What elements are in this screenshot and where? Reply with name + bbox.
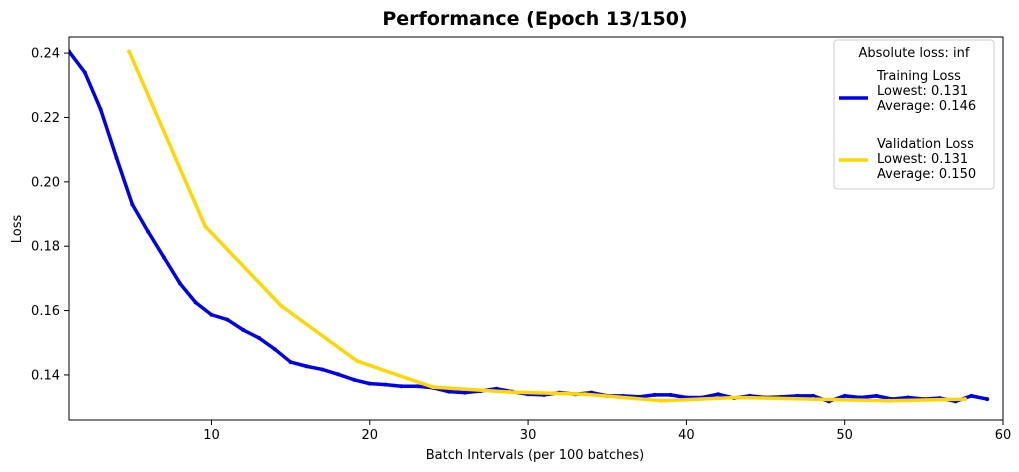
training-loss-point	[415, 384, 420, 389]
training-loss-point	[114, 155, 119, 160]
training-loss-point	[874, 393, 879, 398]
validation-loss-point	[659, 398, 664, 403]
validation-loss-point	[431, 385, 436, 390]
x-tick-label: 50	[836, 428, 853, 443]
training-loss-point	[304, 364, 309, 369]
x-tick-label: 60	[995, 428, 1012, 443]
training-loss-point	[969, 393, 974, 398]
legend-training-lowest: Lowest: 0.131	[877, 84, 968, 99]
validation-loss-point	[203, 224, 208, 229]
training-loss-point	[146, 229, 151, 234]
validation-loss-point	[887, 398, 892, 403]
training-loss-point	[716, 392, 721, 397]
legend-training-label: Training Loss	[876, 69, 961, 84]
training-loss-point	[272, 347, 277, 352]
y-tick-label: 0.14	[31, 368, 60, 383]
training-loss-point	[161, 255, 166, 260]
training-loss-point	[82, 70, 87, 75]
legend-title: Absolute loss: inf	[858, 46, 969, 61]
training-loss-point	[668, 392, 673, 397]
training-loss-point	[367, 381, 372, 386]
training-loss-point	[256, 335, 261, 340]
validation-loss-point	[811, 397, 816, 402]
validation-loss-point	[735, 395, 740, 400]
y-tick-label: 0.22	[31, 111, 60, 126]
x-axis-label: Batch Intervals (per 100 batches)	[426, 448, 644, 463]
legend-validation-average: Average: 0.150	[877, 167, 976, 182]
training-loss-point	[446, 389, 451, 394]
training-loss-point	[288, 360, 293, 365]
validation-loss-point	[507, 390, 512, 394]
x-tick-label: 40	[678, 428, 695, 443]
training-loss-point	[193, 300, 198, 305]
y-tick-label: 0.18	[31, 240, 60, 255]
training-loss-point	[906, 395, 911, 400]
plot-series	[69, 49, 990, 404]
training-loss-point	[383, 382, 388, 387]
x-axis-ticks: 10 20 30 40 50 60	[203, 420, 1011, 443]
y-tick-label: 0.20	[31, 175, 60, 190]
y-axis-ticks: 0.14 0.16 0.18 0.20 0.22 0.24	[31, 47, 69, 383]
legend-validation-label: Validation Loss	[877, 137, 974, 152]
chart-title: Performance (Epoch 13/150)	[382, 8, 687, 30]
x-tick-label: 20	[362, 428, 379, 443]
training-loss-point	[320, 367, 325, 372]
legend-training-average: Average: 0.146	[877, 99, 976, 114]
training-loss-point	[225, 317, 230, 322]
y-axis-label: Loss	[10, 215, 25, 244]
training-loss-point	[652, 392, 657, 397]
training-loss-point	[399, 384, 404, 389]
training-loss-point	[241, 327, 246, 332]
x-tick-label: 10	[203, 428, 220, 443]
legend-box	[833, 39, 995, 190]
training-loss-point	[842, 393, 847, 398]
legend: Absolute loss: inf Training Loss Lowest:…	[833, 39, 995, 190]
validation-loss-line	[127, 49, 967, 403]
training-loss-point	[351, 377, 356, 382]
training-loss-point	[985, 397, 990, 402]
training-loss-point	[130, 202, 135, 207]
training-loss-point	[336, 372, 341, 377]
training-loss-point	[177, 281, 182, 286]
validation-loss-point	[355, 359, 360, 364]
x-tick-label: 30	[520, 428, 537, 443]
training-loss-point	[98, 107, 103, 112]
validation-loss-point	[963, 397, 968, 402]
validation-loss-point	[127, 49, 132, 54]
y-tick-label: 0.24	[31, 47, 60, 62]
training-loss-point	[209, 312, 214, 317]
training-loss-point	[462, 390, 467, 395]
validation-loss-point	[279, 303, 284, 308]
training-loss-point	[795, 393, 800, 398]
training-loss-point	[811, 393, 816, 398]
y-tick-label: 0.16	[31, 304, 60, 319]
plot-frame	[68, 36, 1004, 421]
legend-validation-lowest: Lowest: 0.131	[877, 152, 968, 167]
validation-loss-point	[583, 392, 588, 397]
